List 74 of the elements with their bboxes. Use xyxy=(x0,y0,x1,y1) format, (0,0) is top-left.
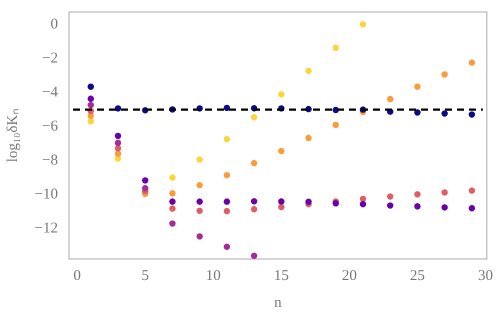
point xyxy=(387,96,394,102)
x-tick-label: 30 xyxy=(478,268,493,284)
point xyxy=(224,208,230,214)
point xyxy=(88,96,94,102)
point xyxy=(468,205,476,212)
point xyxy=(224,136,230,142)
point xyxy=(332,44,339,52)
point xyxy=(441,71,448,78)
y-axis-title: log₁₀δKₙ xyxy=(4,108,21,162)
point xyxy=(250,160,258,166)
point xyxy=(196,182,203,188)
y-tick-label: −10 xyxy=(34,186,58,202)
point xyxy=(387,202,394,209)
point xyxy=(441,189,448,196)
x-tick-label: 20 xyxy=(342,268,357,284)
point xyxy=(169,205,176,212)
x-tick-label: 5 xyxy=(141,268,149,284)
point xyxy=(114,140,122,146)
y-tick-label: −2 xyxy=(42,50,58,67)
x-tick-label: 15 xyxy=(274,268,289,284)
point xyxy=(441,110,448,117)
y-tick-label: −12 xyxy=(34,220,58,236)
point xyxy=(414,203,421,210)
point xyxy=(224,172,230,178)
point xyxy=(387,193,394,200)
point xyxy=(142,177,148,184)
point xyxy=(114,150,122,157)
point xyxy=(169,190,176,197)
point xyxy=(305,68,312,74)
point xyxy=(414,191,421,198)
point xyxy=(278,204,285,210)
point xyxy=(441,204,448,211)
point xyxy=(468,187,476,194)
point xyxy=(224,198,230,205)
y-tick-label: 0 xyxy=(50,16,58,33)
point xyxy=(224,104,230,112)
point xyxy=(332,122,339,128)
point xyxy=(305,198,312,205)
point xyxy=(278,148,285,154)
point xyxy=(114,132,122,140)
y-tick-label: −6 xyxy=(42,118,58,135)
point xyxy=(114,145,122,152)
point xyxy=(305,134,312,142)
point xyxy=(88,118,94,125)
point xyxy=(169,220,176,227)
point xyxy=(250,114,258,120)
point xyxy=(169,174,176,181)
point xyxy=(278,198,285,205)
x-axis-title: n xyxy=(274,294,282,311)
point xyxy=(114,105,122,112)
x-tick-label: 10 xyxy=(206,268,221,284)
point xyxy=(414,83,421,90)
point xyxy=(224,244,230,250)
point xyxy=(360,21,366,28)
y-tick-label: −8 xyxy=(42,152,58,168)
point xyxy=(278,91,285,98)
x-tick-label: 25 xyxy=(410,268,425,284)
point xyxy=(142,185,148,192)
point xyxy=(468,111,476,118)
point xyxy=(196,208,203,214)
point xyxy=(250,252,258,259)
point xyxy=(196,233,203,240)
point xyxy=(468,59,476,66)
point xyxy=(196,198,203,205)
point xyxy=(360,200,366,208)
point xyxy=(250,198,258,204)
point xyxy=(414,109,421,116)
x-tick-label: 0 xyxy=(73,268,81,284)
point xyxy=(88,102,94,108)
point xyxy=(250,206,258,212)
point xyxy=(169,198,176,205)
point xyxy=(196,156,203,163)
y-tick-label: −4 xyxy=(42,84,58,101)
point xyxy=(88,83,94,90)
